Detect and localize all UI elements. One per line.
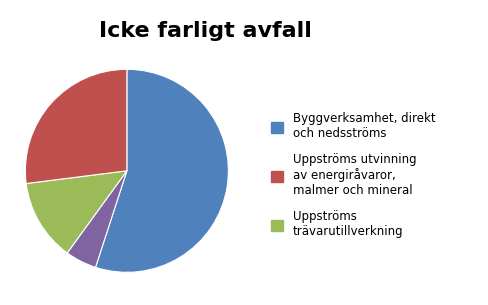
- Wedge shape: [67, 171, 127, 267]
- Wedge shape: [25, 69, 127, 184]
- Wedge shape: [96, 69, 228, 272]
- Wedge shape: [26, 171, 127, 253]
- Text: Icke farligt avfall: Icke farligt avfall: [99, 21, 311, 41]
- Legend: Byggverksamhet, direkt
och nedsströms, Uppströms utvinning
av energiråvaror,
mal: Byggverksamhet, direkt och nedsströms, U…: [271, 112, 435, 239]
